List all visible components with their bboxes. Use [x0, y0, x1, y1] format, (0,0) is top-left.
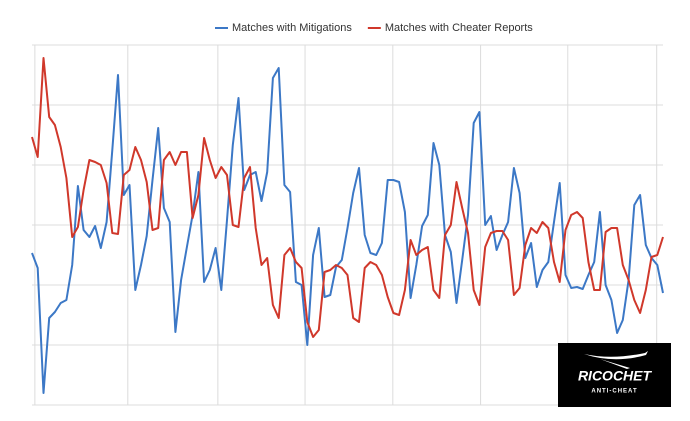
legend: Matches with Mitigations Matches with Che…: [215, 22, 533, 34]
lines: [31, 57, 664, 394]
series-line: [31, 67, 664, 394]
legend-label: Matches with Mitigations: [232, 22, 352, 34]
logo-title: RICOCHET: [578, 368, 653, 384]
series-line: [31, 57, 664, 338]
logo: RICOCHET ANTI-CHEAT: [558, 343, 671, 407]
logo-swoosh: [600, 359, 630, 369]
logo-subtitle: ANTI-CHEAT: [591, 389, 637, 395]
logo-box: [558, 343, 671, 407]
legend-label: Matches with Cheater Reports: [385, 22, 533, 34]
logo-swoosh: [584, 351, 648, 360]
